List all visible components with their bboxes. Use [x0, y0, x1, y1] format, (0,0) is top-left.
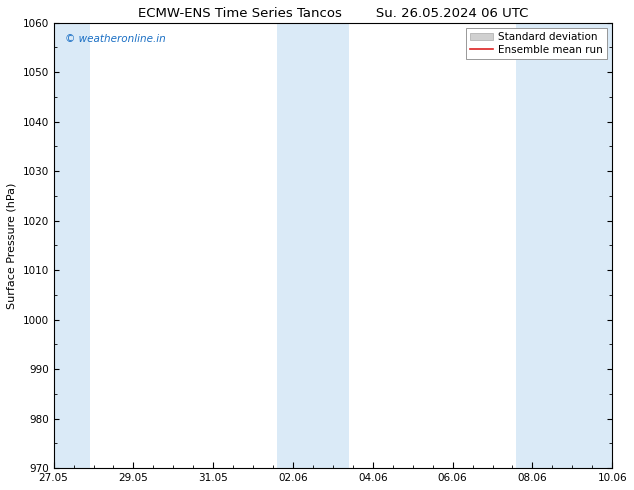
Y-axis label: Surface Pressure (hPa): Surface Pressure (hPa) — [7, 182, 17, 309]
Bar — [49, 23, 89, 468]
Legend: Standard deviation, Ensemble mean run: Standard deviation, Ensemble mean run — [466, 28, 607, 59]
Bar — [517, 23, 616, 468]
Bar — [277, 23, 349, 468]
Title: ECMW-ENS Time Series Tancos        Su. 26.05.2024 06 UTC: ECMW-ENS Time Series Tancos Su. 26.05.20… — [138, 7, 528, 20]
Text: © weatheronline.in: © weatheronline.in — [65, 34, 165, 44]
